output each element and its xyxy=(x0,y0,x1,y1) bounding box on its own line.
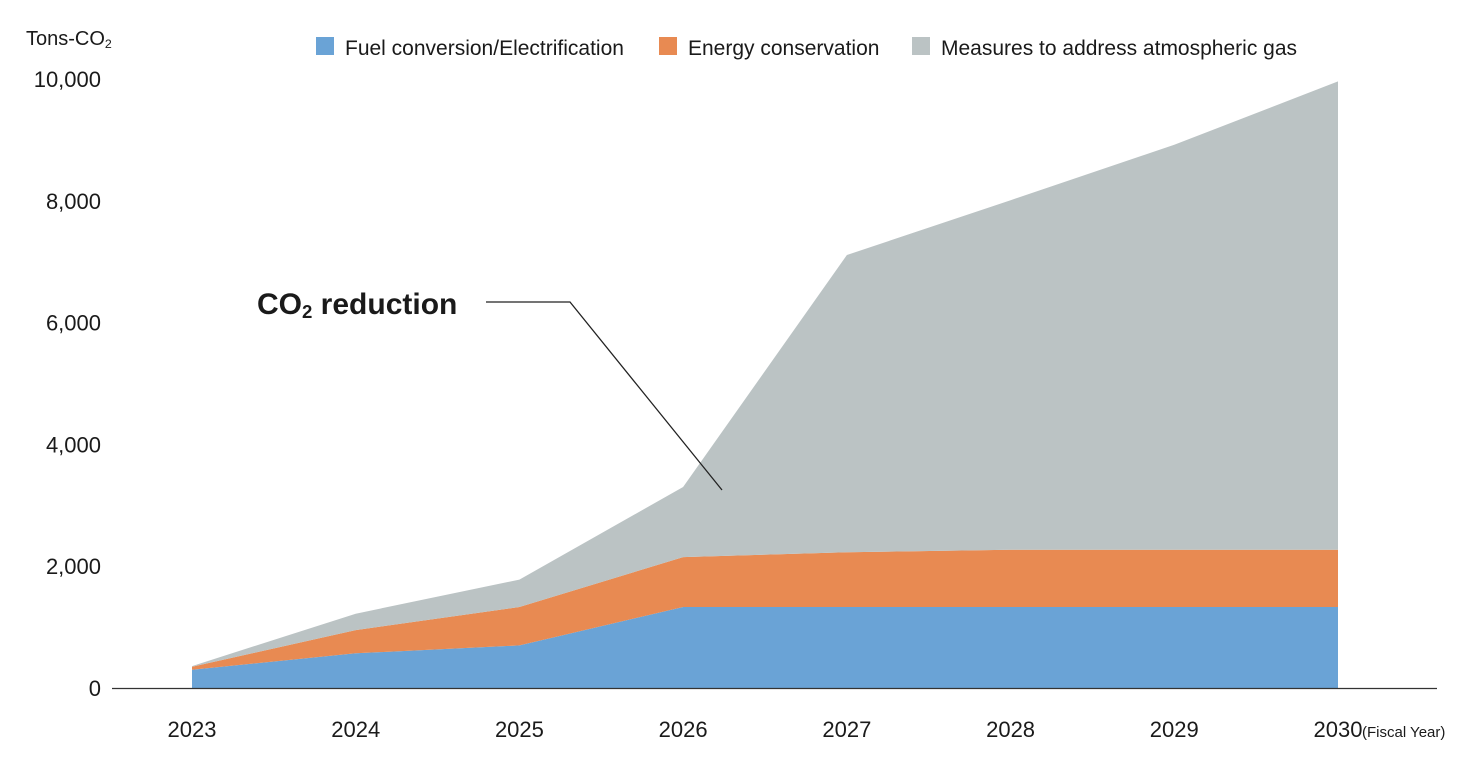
y-tick-label: 4,000 xyxy=(46,432,101,457)
legend-label-measures-to-address-atmospheric-gas: Measures to address atmospheric gas xyxy=(941,37,1297,60)
y-tick-label: 0 xyxy=(89,676,101,701)
y-tick-label: 2,000 xyxy=(46,554,101,579)
legend: Fuel conversion/Electrification Energy co… xyxy=(316,37,1297,60)
legend-swatch-measures-to-address-atmospheric-gas xyxy=(912,37,930,55)
x-tick-label: 2030 xyxy=(1314,717,1363,742)
x-tick-label: 2027 xyxy=(822,717,871,742)
y-axis-unit-label: Tons-CO2 xyxy=(26,28,112,51)
x-axis-ticks: 2023 2024 2025 2026 2027 2028 2029 2030 xyxy=(168,717,1363,742)
annotation-label: CO2 reduction xyxy=(257,288,457,322)
co2-reduction-annotation: CO2 reduction xyxy=(257,288,723,491)
area-layers xyxy=(192,81,1338,688)
legend-swatch-fuel-conversion-electrification xyxy=(316,37,334,55)
x-tick-label: 2026 xyxy=(659,717,708,742)
y-tick-label: 8,000 xyxy=(46,189,101,214)
legend-label-energy-conservation: Energy conservation xyxy=(688,37,879,60)
y-tick-label: 10,000 xyxy=(34,67,101,92)
x-tick-label: 2029 xyxy=(1150,717,1199,742)
area-series-measures-to-address-atmospheric-gas xyxy=(192,81,1338,667)
annotation-leader-line xyxy=(486,301,723,491)
fiscal-year-label: (Fiscal Year) xyxy=(1362,724,1445,741)
x-tick-label: 2024 xyxy=(331,717,380,742)
area-series-fuel-conversion-electrification xyxy=(192,607,1338,688)
y-tick-label: 6,000 xyxy=(46,311,101,336)
x-tick-label: 2025 xyxy=(495,717,544,742)
y-axis-ticks: 0 2,000 4,000 6,000 8,000 10,000 xyxy=(34,67,101,701)
area-series-energy-conservation xyxy=(192,549,1338,670)
x-tick-label: 2028 xyxy=(986,717,1035,742)
legend-label-fuel-conversion-electrification: Fuel conversion/Electrification xyxy=(345,37,624,60)
x-tick-label: 2023 xyxy=(168,717,217,742)
legend-swatch-energy-conservation xyxy=(659,37,677,55)
